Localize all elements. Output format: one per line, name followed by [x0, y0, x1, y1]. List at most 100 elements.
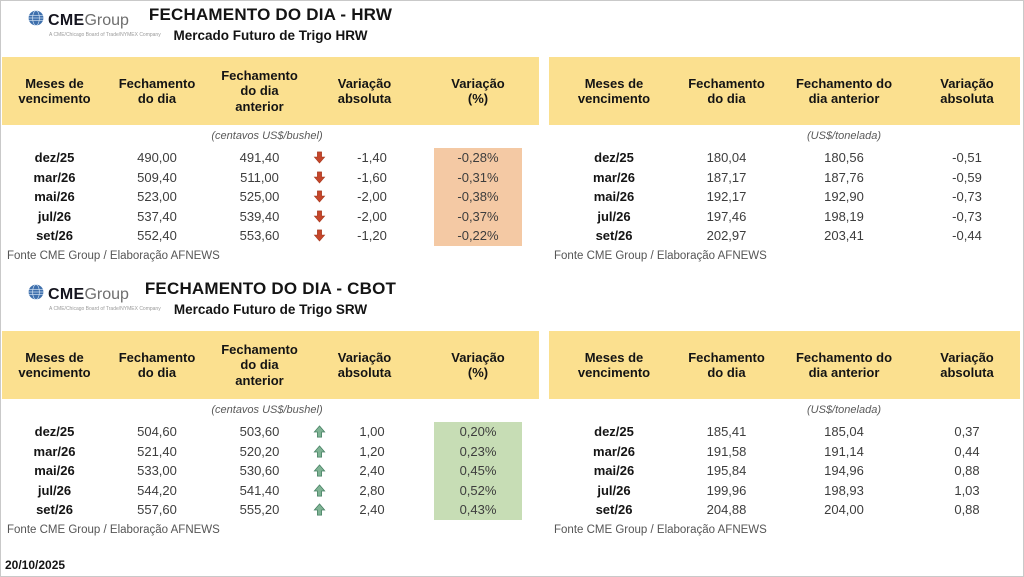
close-value: 204,88	[706, 502, 747, 518]
cme-logo-tagline: A CME/Chicago Board of Trade/NYMEX Compa…	[49, 306, 161, 312]
abs-change-value: 1,00	[359, 424, 385, 440]
contract-month: jul/26	[37, 482, 72, 498]
contract-month: dez/25	[34, 150, 75, 166]
table-row: mai/26 192,17 192,90 -0,73	[549, 187, 1020, 207]
close-value: 199,96	[706, 482, 747, 498]
unit-label: (US$/tonelada)	[807, 404, 881, 416]
close-value: 180,04	[706, 150, 747, 166]
prev-close-value: 187,76	[824, 169, 864, 185]
section-titles: FECHAMENTO DO DIA - HRW Mercado Futuro d…	[2, 5, 539, 43]
unit-label: (US$/tonelada)	[807, 130, 881, 142]
pct-change-value: 0,43%	[434, 500, 522, 520]
prev-close-value: 511,00	[240, 169, 279, 185]
table-header-row: Meses de vencimento Fechamento do dia Fe…	[549, 57, 1020, 125]
section-title: FECHAMENTO DO DIA - HRW	[148, 5, 393, 24]
cme-logo-text: CMEGroup	[48, 285, 129, 303]
prev-close-value: 194,96	[824, 463, 864, 479]
up-arrow-icon	[312, 503, 327, 516]
table-row: mai/26 195,84 194,96 0,88	[549, 461, 1020, 481]
report-date: 20/10/2025	[5, 558, 66, 572]
unit-row: (centavos US$/bushel)	[2, 399, 539, 422]
close-value: 552,40	[137, 228, 177, 244]
contract-month: jul/26	[597, 208, 631, 224]
contract-month: mar/26	[593, 443, 635, 459]
section-titles: FECHAMENTO DO DIA - CBOT Mercado Futuro …	[2, 279, 539, 317]
abs-change-value: -0,51	[952, 150, 982, 166]
prev-close-value: 191,14	[824, 443, 864, 459]
pct-change-cell: -0,37%	[417, 206, 539, 226]
unit-row: (centavos US$/bushel)	[2, 125, 539, 148]
contract-month: mai/26	[593, 189, 635, 205]
col-header-abs-change: Variação absoluta	[337, 75, 392, 106]
table-row: dez/25 180,04 180,56 -0,51	[549, 148, 1020, 168]
col-header-close: Fechamento do dia	[688, 75, 765, 106]
table-row: jul/26 537,40 539,40 -2,00 -0,37%	[2, 206, 539, 226]
close-value: 197,46	[706, 208, 747, 224]
pct-change-value: 0,23%	[434, 441, 522, 461]
col-header-abs-change: Variação absoluta	[940, 349, 994, 380]
tonne-table: Meses de vencimento Fechamento do dia Fe…	[549, 331, 1020, 540]
abs-change-value: 2,40	[359, 502, 385, 518]
contract-month: jul/26	[597, 482, 631, 498]
section-subtitle: Mercado Futuro de Trigo SRW	[173, 302, 368, 317]
prev-close-value: 198,19	[824, 208, 864, 224]
abs-change-value: -0,59	[952, 169, 982, 185]
table-row: mar/26 521,40 520,20 1,20 0,23%	[2, 441, 539, 461]
prev-close-value: 204,00	[824, 502, 864, 518]
abs-change-value: 1,20	[359, 443, 385, 459]
table-row: jul/26 197,46 198,19 -0,73	[549, 207, 1020, 227]
prev-close-value: 530,60	[239, 463, 280, 479]
col-header-prev-close: Fechamento do dia anterior	[221, 342, 298, 388]
pct-change-value: -0,22%	[434, 226, 522, 246]
col-header-close: Fechamento do dia	[118, 75, 196, 106]
contract-month: mar/26	[33, 169, 76, 185]
col-header-abs-change: Variação absoluta	[940, 75, 994, 106]
col-header-month: Meses de vencimento	[18, 349, 91, 380]
close-value: 185,41	[706, 424, 747, 440]
close-value: 509,40	[137, 169, 177, 185]
section-subtitle: Mercado Futuro de Trigo HRW	[173, 28, 368, 43]
unit-label: (centavos US$/bushel)	[211, 130, 323, 142]
source-note: Fonte CME Group / Elaboração AFNEWS	[554, 523, 767, 536]
contract-month: mai/26	[593, 463, 635, 479]
table-header-row: Meses de vencimento Fechamento do dia Fe…	[2, 331, 539, 399]
col-header-close: Fechamento do dia	[688, 349, 765, 380]
contract-month: mar/26	[33, 443, 76, 459]
prev-close-value: 539,40	[239, 208, 280, 224]
pct-change-cell: 0,43%	[417, 500, 539, 520]
pct-change-cell: -0,31%	[417, 167, 539, 187]
pct-change-value: -0,31%	[434, 167, 522, 187]
contract-month: mai/26	[34, 463, 75, 479]
pct-change-cell: 0,23%	[417, 441, 539, 461]
prev-close-value: 185,04	[824, 424, 864, 440]
col-header-pct-change: Variação (%)	[451, 75, 505, 106]
col-header-prev-close: Fechamento do dia anterior	[795, 75, 893, 106]
cme-logo-tagline: A CME/Chicago Board of Trade/NYMEX Compa…	[49, 32, 161, 38]
down-arrow-icon	[312, 229, 327, 242]
table-row: mar/26 191,58 191,14 0,44	[549, 442, 1020, 462]
prev-close-value: 553,60	[239, 228, 280, 244]
close-value: 521,40	[137, 443, 177, 459]
table-row: jul/26 544,20 541,40 2,80 0,52%	[2, 480, 539, 500]
table-row: dez/25 504,60 503,60 1,00 0,20%	[2, 422, 539, 442]
contract-month: set/26	[36, 228, 73, 244]
up-arrow-icon	[312, 425, 327, 438]
col-header-month: Meses de vencimento	[577, 349, 651, 380]
prev-close-value: 525,00	[239, 189, 280, 205]
bushel-table: Meses de vencimento Fechamento do dia Fe…	[2, 57, 539, 266]
col-header-pct-change: Variação (%)	[451, 349, 505, 380]
section-header: CMEGroup A CME/Chicago Board of Trade/NY…	[2, 275, 1020, 331]
table-row: mar/26 509,40 511,00 -1,60 -0,31%	[2, 167, 539, 187]
contract-month: jul/26	[37, 208, 72, 224]
prev-close-value: 520,20	[239, 443, 280, 459]
table-row: set/26 204,88 204,00 0,88	[549, 500, 1020, 520]
close-value: 490,00	[137, 150, 177, 166]
up-arrow-icon	[312, 464, 327, 477]
table-row: set/26 552,40 553,60 -1,20 -0,22%	[2, 226, 539, 246]
pct-change-value: -0,28%	[434, 148, 522, 168]
abs-change-value: 2,40	[359, 463, 385, 479]
table-row: jul/26 199,96 198,93 1,03	[549, 481, 1020, 501]
abs-change-value: 0,37	[954, 424, 980, 440]
tonne-table: Meses de vencimento Fechamento do dia Fe…	[549, 57, 1020, 266]
section-hrw: CMEGroup A CME/Chicago Board of Trade/NY…	[2, 1, 1020, 266]
